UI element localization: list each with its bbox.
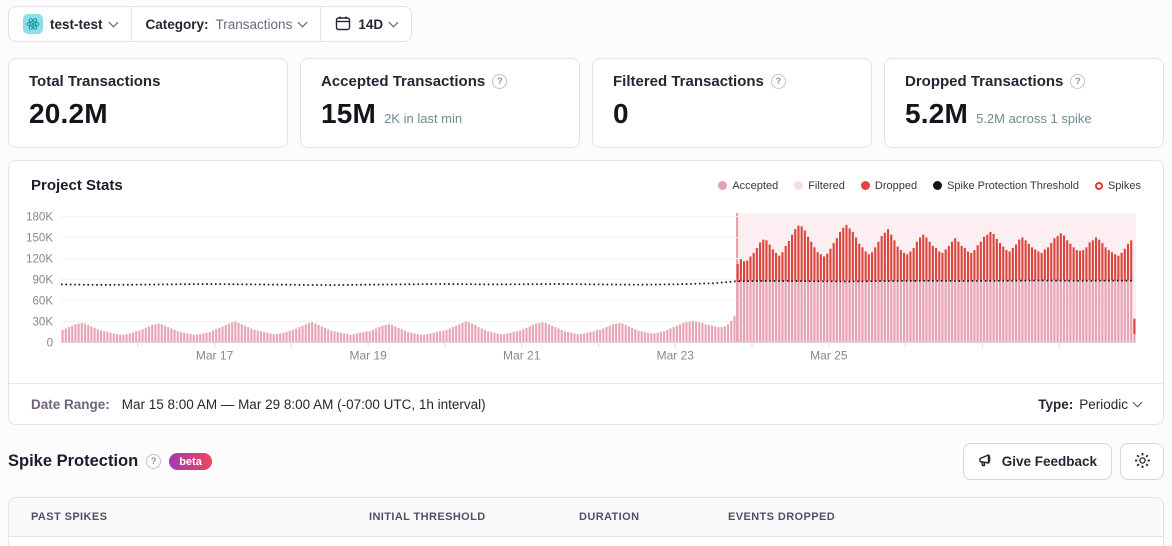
column-initial-threshold: INITIAL THRESHOLD xyxy=(369,511,486,523)
svg-text:180K: 180K xyxy=(26,212,53,224)
legend-marker xyxy=(860,181,870,190)
svg-text:Mar 23: Mar 23 xyxy=(657,349,695,363)
megaphone-icon xyxy=(978,453,994,471)
svg-text:120K: 120K xyxy=(26,254,53,266)
svg-text:Mar 25: Mar 25 xyxy=(810,349,848,363)
legend-item[interactable]: Filtered xyxy=(794,180,845,192)
date-range-label: Date Range: xyxy=(31,396,110,412)
project-selector[interactable]: test-test xyxy=(9,7,131,41)
chevron-down-icon xyxy=(108,17,118,27)
svg-text:30K: 30K xyxy=(33,317,54,329)
card-title: Total Transactions xyxy=(29,73,161,90)
legend-label: Filtered xyxy=(808,179,845,192)
project-name: test-test xyxy=(50,16,103,32)
svg-text:90K: 90K xyxy=(33,275,54,287)
category-value: Transactions xyxy=(215,16,293,32)
svg-text:150K: 150K xyxy=(26,233,53,245)
card-value: 20.2M xyxy=(29,98,108,129)
past-spikes-table: PAST SPIKES INITIAL THRESHOLD DURATION E… xyxy=(8,497,1164,546)
legend-marker xyxy=(718,181,728,190)
svg-text:0: 0 xyxy=(47,338,53,350)
card-value: 15M xyxy=(321,98,377,129)
help-icon[interactable]: ? xyxy=(146,454,162,469)
card-value: 0 xyxy=(613,98,629,129)
beta-badge: beta xyxy=(169,453,212,470)
card-dropped-transactions: Dropped Transactions ? 5.2M 5.2M across … xyxy=(884,58,1164,148)
date-range-text: Mar 15 8:00 AM — Mar 29 8:00 AM (-07:00 … xyxy=(121,396,486,412)
legend-item[interactable]: Spikes xyxy=(1094,179,1141,192)
card-title: Filtered Transactions xyxy=(613,73,764,90)
category-selector[interactable]: Category: Transactions xyxy=(130,7,321,41)
legend-label: Dropped xyxy=(874,179,918,192)
date-range-value: 14D xyxy=(358,16,384,32)
card-value: 5.2M xyxy=(905,98,969,129)
svg-text:Mar 21: Mar 21 xyxy=(503,349,541,363)
help-icon[interactable]: ? xyxy=(1070,74,1086,89)
spike-protection-section: Spike Protection ? beta Give Feedback xyxy=(8,443,1164,480)
legend-label: Spikes xyxy=(1107,179,1141,192)
category-label: Category: xyxy=(145,16,209,32)
section-title: Spike Protection xyxy=(8,452,139,470)
gear-icon xyxy=(1134,452,1151,472)
chevron-down-icon xyxy=(388,17,399,27)
svg-text:60K: 60K xyxy=(33,296,54,308)
column-events-dropped: EVENTS DROPPED xyxy=(728,511,836,523)
legend-item[interactable]: Spike Protection Threshold xyxy=(933,180,1079,192)
help-icon[interactable]: ? xyxy=(770,74,786,89)
type-label: Type: xyxy=(1038,396,1074,412)
chevron-down-icon xyxy=(297,17,308,27)
chart-footer: Date Range: Mar 15 8:00 AM — Mar 29 8:00… xyxy=(9,383,1163,424)
usage-bar-chart[interactable]: 180K 150K 120K 90K 60K 30K 0 Mar 17 Mar 19 Mar 21… xyxy=(9,211,1163,371)
filter-bar: test-test Category: Transactions 14D xyxy=(8,6,413,42)
svg-text:Mar 19: Mar 19 xyxy=(349,349,387,363)
chart-title: Project Stats xyxy=(31,177,123,194)
legend-item[interactable]: Accepted xyxy=(718,180,778,192)
date-range-selector[interactable]: 14D xyxy=(320,7,411,41)
card-subtext: 5.2M across 1 spike xyxy=(976,111,1092,126)
legend-marker xyxy=(933,181,943,190)
chart-legend: Accepted Filtered Dropped Spike Protection … xyxy=(718,180,1141,192)
svg-text:Mar 17: Mar 17 xyxy=(196,349,234,363)
type-selector[interactable]: Type: Periodic xyxy=(1038,396,1143,412)
legend-label: Accepted xyxy=(732,179,779,192)
column-past-spikes: PAST SPIKES xyxy=(31,511,108,523)
card-title: Accepted Transactions xyxy=(321,73,486,90)
card-total-transactions: Total Transactions 20.2M xyxy=(8,58,288,148)
help-icon[interactable]: ? xyxy=(492,74,508,89)
card-filtered-transactions: Filtered Transactions ? 0 xyxy=(592,58,872,148)
column-duration: DURATION xyxy=(579,511,640,523)
give-feedback-label: Give Feedback xyxy=(1001,454,1097,469)
stat-cards: Total Transactions 20.2M Accepted Transa… xyxy=(8,58,1164,148)
legend-label: Spike Protection Threshold xyxy=(947,179,1079,192)
table-header-row: PAST SPIKES INITIAL THRESHOLD DURATION E… xyxy=(9,498,1163,537)
legend-marker xyxy=(794,181,804,190)
settings-button[interactable] xyxy=(1120,443,1164,480)
calendar-icon xyxy=(335,15,351,34)
card-accepted-transactions: Accepted Transactions ? 15M 2K in last m… xyxy=(300,58,580,148)
chevron-down-icon xyxy=(1132,397,1143,407)
legend-item[interactable]: Dropped xyxy=(860,179,918,192)
give-feedback-button[interactable]: Give Feedback xyxy=(962,443,1112,480)
project-stats-panel: Project Stats Accepted Filtered Dropped Spi… xyxy=(8,160,1164,425)
legend-marker xyxy=(1094,181,1103,190)
type-value: Periodic xyxy=(1079,396,1128,412)
project-icon xyxy=(23,14,43,34)
card-subtext: 2K in last min xyxy=(384,111,463,126)
card-title: Dropped Transactions xyxy=(905,73,1064,90)
